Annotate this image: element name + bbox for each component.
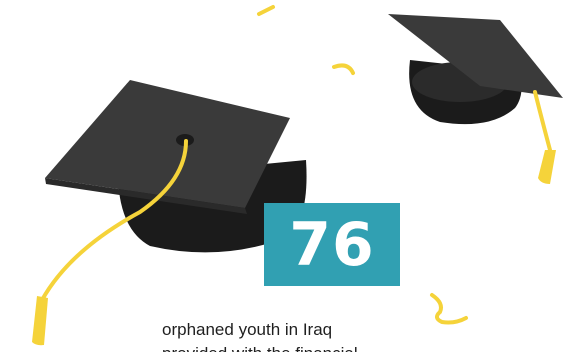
stat-caption-line: orphaned youth in Iraq	[162, 320, 333, 339]
large-graduation-cap-icon	[32, 80, 307, 346]
confetti-icon	[257, 5, 468, 325]
stat-caption: orphaned youth in Iraq provided with the…	[162, 318, 462, 352]
stat-caption-line: provided with the financial	[162, 342, 462, 352]
small-graduation-cap-icon	[388, 14, 563, 184]
stat-badge: 76	[264, 203, 400, 286]
stat-number: 76	[289, 209, 375, 280]
